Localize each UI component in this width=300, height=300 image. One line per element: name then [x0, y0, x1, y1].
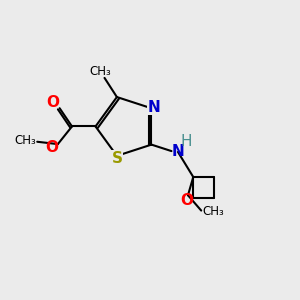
- Text: O: O: [46, 95, 60, 110]
- Text: CH₃: CH₃: [14, 134, 36, 147]
- Text: CH₃: CH₃: [203, 205, 224, 218]
- Text: H: H: [181, 134, 192, 149]
- Text: O: O: [45, 140, 58, 155]
- Text: O: O: [180, 193, 193, 208]
- Text: N: N: [172, 145, 184, 160]
- Text: S: S: [111, 151, 122, 166]
- Text: N: N: [147, 100, 160, 115]
- Text: CH₃: CH₃: [89, 65, 111, 78]
